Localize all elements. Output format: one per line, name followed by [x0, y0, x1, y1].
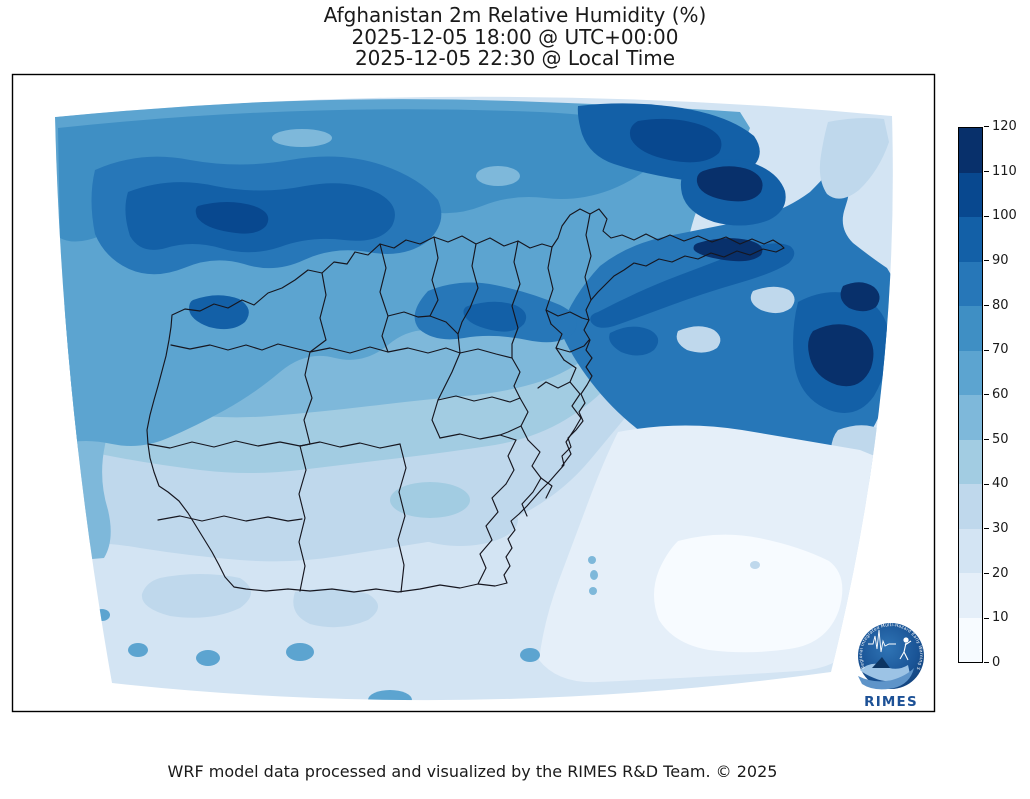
- colorbar-tick: [984, 573, 989, 575]
- colorbar-tick-label: 90: [992, 253, 1009, 268]
- colorbar-tick: [984, 305, 989, 307]
- title-line-variable: Afghanistan 2m Relative Humidity (%): [323, 3, 707, 27]
- country-outline: [146, 208, 785, 593]
- colorbar-tick: [984, 439, 989, 441]
- title-line-local-time: 2025-12-05 22:30 @ Local Time: [354, 46, 676, 70]
- colorbar-tick: [984, 394, 989, 396]
- colorbar-tick-label: 0: [992, 655, 1001, 670]
- logo-wordmark: RIMES: [864, 694, 918, 710]
- logo-wave-light: [860, 663, 910, 682]
- colorbar-tick-label: 100: [992, 208, 1017, 223]
- humidity-contours: [55, 96, 893, 701]
- province-boundaries: [146, 208, 785, 593]
- credit-text: WRF model data processed and visualized …: [167, 762, 778, 781]
- colorbar-segment: [959, 439, 982, 484]
- colorbar-segment: [959, 617, 982, 662]
- colorbar-tick-label: 50: [992, 432, 1009, 447]
- colorbar-tick-label: 40: [992, 476, 1009, 491]
- colorbar-tick: [984, 618, 989, 620]
- colorbar-segment: [959, 395, 982, 440]
- logo-wave-dark: [858, 668, 914, 690]
- colorbar-segment: [959, 261, 982, 306]
- colorbar-tick-label: 30: [992, 521, 1009, 536]
- colorbar-segment: [959, 528, 982, 573]
- colorbar-tick-label: 120: [992, 119, 1017, 134]
- axes-frame: [11, 73, 936, 713]
- logo-person-body: [899, 640, 912, 661]
- colorbar-tick: [984, 350, 989, 352]
- colorbar-segment: [959, 217, 982, 262]
- colorbar-tick: [984, 260, 989, 262]
- colorbar-tick: [984, 216, 989, 218]
- logo-person-head: [903, 637, 909, 643]
- colorbar-tick: [984, 662, 989, 664]
- colorbar-tick-label: 10: [992, 610, 1009, 625]
- colorbar-segment: [959, 128, 982, 173]
- colorbar-tick: [984, 528, 989, 530]
- colorbar-tick-label: 110: [992, 164, 1017, 179]
- colorbar-tick: [984, 484, 989, 486]
- colorbar-segment: [959, 172, 982, 217]
- colorbar-segment: [959, 573, 982, 618]
- colorbar-segment: [959, 484, 982, 529]
- colorbar: [958, 127, 983, 663]
- colorbar-tick-label: 70: [992, 342, 1009, 357]
- logo-mountain: [872, 657, 890, 668]
- figure-title: Afghanistan 2m Relative Humidity (%) 202…: [0, 3, 1030, 70]
- colorbar-tick: [984, 171, 989, 173]
- logo-seismogram: [868, 629, 896, 653]
- colorbar-segment: [959, 306, 982, 351]
- colorbar-tick: [984, 126, 989, 128]
- colorbar-tick-label: 60: [992, 387, 1009, 402]
- colorbar-segment: [959, 350, 982, 395]
- title-line-utc-time: 2025-12-05 18:00 @ UTC+00:00: [351, 24, 679, 49]
- colorbar-tick-label: 20: [992, 566, 1009, 581]
- colorbar-tick-label: 80: [992, 298, 1009, 313]
- model-domain: [55, 96, 893, 701]
